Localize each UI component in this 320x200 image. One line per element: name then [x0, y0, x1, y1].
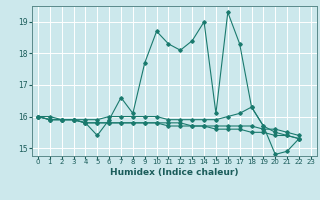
- X-axis label: Humidex (Indice chaleur): Humidex (Indice chaleur): [110, 168, 239, 177]
